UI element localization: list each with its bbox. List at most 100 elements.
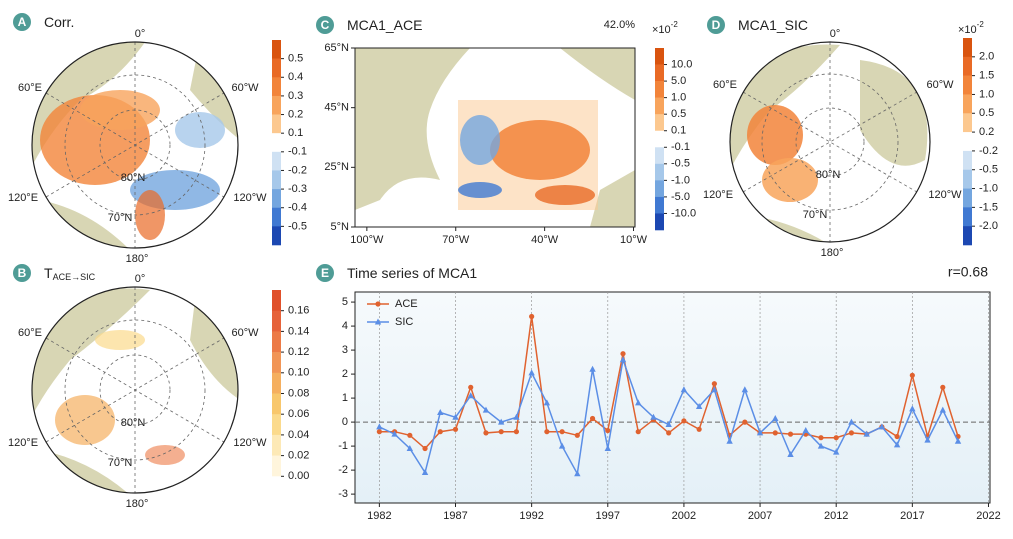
- panel-title: Corr.: [44, 14, 74, 30]
- data-point: [711, 386, 718, 393]
- y-tick-label: 45°N: [324, 102, 349, 114]
- colorbar-segment: [655, 196, 664, 214]
- map-grid-label: 120°W: [233, 192, 267, 204]
- map-grid-label: 180°: [126, 498, 149, 510]
- colorbar-tick-label: 10.0: [671, 58, 692, 70]
- y-tick-label: 3: [342, 344, 348, 356]
- y-tick-label: 2: [342, 368, 348, 380]
- data-point: [559, 429, 565, 435]
- data-point: [742, 419, 748, 425]
- panel-badge: [316, 16, 334, 34]
- map-border: [354, 47, 636, 228]
- colorbar-tick-label: -0.2: [288, 164, 307, 176]
- colorbar-segment: [963, 56, 972, 76]
- colorbar-tick-label: 0.2: [979, 126, 994, 138]
- colorbar-segment: [272, 189, 281, 209]
- data-point: [924, 436, 931, 443]
- data-point: [468, 384, 474, 390]
- colorbar-segment: [272, 455, 281, 477]
- colorbar-segment: [963, 150, 972, 171]
- map-grid-label: 70°N: [108, 212, 133, 224]
- colorbar-segment: [963, 94, 972, 114]
- colorbar-tick-label: 0.3: [288, 90, 303, 102]
- colorbar-segment: [272, 393, 281, 415]
- x-tick-label: 1992: [519, 510, 543, 522]
- map-grid: [45, 42, 918, 493]
- map-grid-label: 0°: [135, 273, 146, 285]
- data-point: [909, 405, 916, 412]
- data-point: [513, 413, 520, 420]
- map-grid-label: 180°: [126, 253, 149, 265]
- data-point: [483, 430, 489, 436]
- scale-base: ×10: [958, 24, 977, 36]
- y-tick-label: -3: [338, 488, 348, 500]
- colorbar-segment: [272, 151, 281, 171]
- y-tick-label: 5: [342, 296, 348, 308]
- title-text: Corr.: [44, 14, 74, 30]
- data-point: [407, 432, 413, 438]
- data-point: [482, 406, 490, 413]
- colorbar-segment: [963, 132, 972, 152]
- panel-badge: [707, 16, 725, 34]
- data-point: [376, 429, 382, 435]
- title-text: MCA1_SIC: [738, 17, 808, 33]
- data-point: [832, 448, 840, 455]
- map-grid-label: 60°E: [713, 79, 737, 91]
- colorbar-tick-label: 2.0: [979, 51, 994, 63]
- map-border: [31, 41, 931, 494]
- data-point: [497, 418, 505, 425]
- plot-area: [354, 291, 991, 504]
- colorbar-tick-label: 0.1: [288, 127, 303, 139]
- data-point: [437, 409, 444, 416]
- colorbar-tick-label: 0.04: [288, 429, 309, 441]
- data-point: [818, 435, 824, 441]
- map-grid-label: 70°N: [803, 209, 828, 221]
- data-point: [513, 429, 520, 435]
- data-point: [529, 313, 535, 320]
- colorbar-tick-label: 0.5: [979, 107, 994, 119]
- colorbar-tick-label: 0.4: [288, 71, 303, 83]
- colorbar-segment: [655, 163, 664, 181]
- x-tick-label: 10°W: [620, 234, 648, 246]
- data-point: [940, 384, 946, 390]
- panel-label: E: [321, 266, 329, 280]
- colorbar-segment: [272, 310, 281, 332]
- map-grid-label: 120°E: [8, 192, 38, 204]
- colorbar-segment: [963, 207, 972, 227]
- colorbar-segment: [272, 40, 281, 59]
- colorbar-segment: [655, 114, 664, 132]
- data-point: [741, 386, 749, 393]
- colorbar-segment: [655, 97, 664, 115]
- y-tick-label: -1: [338, 440, 348, 452]
- colorbar-segment: [272, 114, 281, 134]
- x-tick-label: 2017: [900, 510, 924, 522]
- data-point: [605, 427, 611, 434]
- map-grid-label: 120°E: [703, 189, 733, 201]
- colorbar-tick-label: -0.1: [288, 146, 307, 158]
- map-grid-label: 60°E: [18, 327, 42, 339]
- colorbar-segment: [963, 38, 972, 58]
- x-tick-label: 2007: [748, 510, 772, 522]
- scale-exponent: -2: [671, 20, 679, 29]
- data-point: [665, 421, 672, 428]
- data-point: [787, 451, 794, 458]
- panel-title: TACE→SIC: [44, 265, 96, 283]
- colorbar-tick-label: 0.16: [288, 305, 309, 317]
- data-point: [893, 441, 901, 448]
- colorbar-tick-label: -0.4: [288, 202, 307, 214]
- data-point: [589, 415, 596, 422]
- colorbar-tick-label: 1.5: [979, 70, 994, 82]
- colorbar-segment: [655, 81, 664, 98]
- map-grid-label: 120°W: [928, 189, 962, 201]
- title-text: MCA1_ACE: [347, 17, 422, 33]
- data-point: [635, 429, 641, 435]
- data-point: [391, 430, 398, 437]
- colorbar-tick-label: 0.5: [288, 53, 303, 65]
- panel-title: MCA1_SIC: [738, 17, 808, 33]
- map-field: [355, 48, 635, 227]
- colorbar-segment: [272, 290, 281, 311]
- data-point: [543, 399, 551, 406]
- panel-title: Time series of MCA1: [347, 265, 477, 281]
- map-grid-label: 80°N: [121, 172, 146, 184]
- data-point: [680, 386, 688, 393]
